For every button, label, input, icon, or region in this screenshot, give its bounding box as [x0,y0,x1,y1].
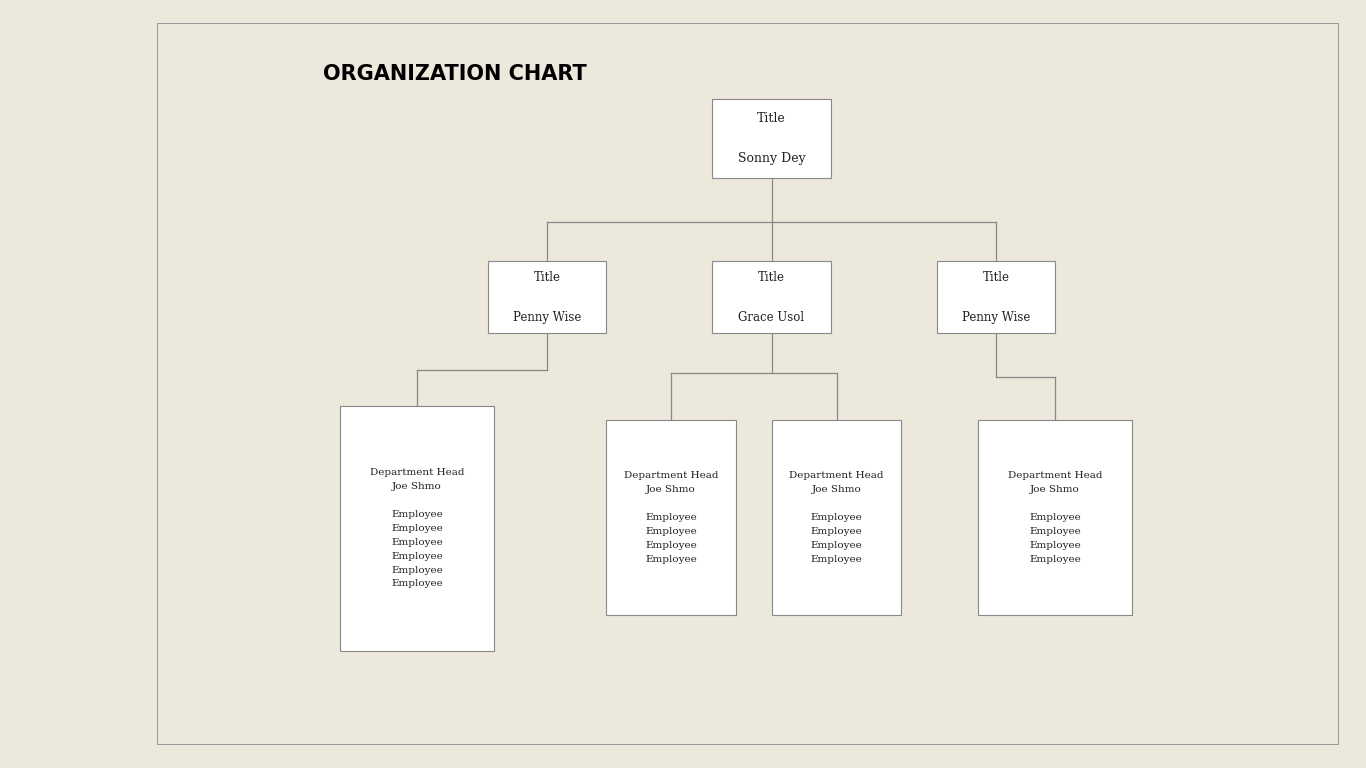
Text: ORGANIZATION CHART: ORGANIZATION CHART [322,64,586,84]
Text: Department Head
Joe Shmo

Employee
Employee
Employee
Employee
Employee
Employee: Department Head Joe Shmo Employee Employ… [370,468,464,588]
Text: Title

Penny Wise: Title Penny Wise [512,271,581,324]
Bar [488,261,607,333]
Bar [713,99,831,178]
Text: Title

Grace Usol: Title Grace Usol [739,271,805,324]
Bar [772,420,902,615]
Text: Department Head
Joe Shmo

Employee
Employee
Employee
Employee: Department Head Joe Shmo Employee Employ… [1008,472,1102,564]
Bar [607,420,736,615]
Text: Department Head
Joe Shmo

Employee
Employee
Employee
Employee: Department Head Joe Shmo Employee Employ… [790,472,884,564]
Bar [713,261,831,333]
Bar [978,420,1132,615]
Text: Department Head
Joe Shmo

Employee
Employee
Employee
Employee: Department Head Joe Shmo Employee Employ… [624,472,719,564]
Text: Title

Penny Wise: Title Penny Wise [962,271,1030,324]
Text: Title

Sonny Dey: Title Sonny Dey [738,112,806,165]
Bar [937,261,1055,333]
Bar [340,406,494,651]
